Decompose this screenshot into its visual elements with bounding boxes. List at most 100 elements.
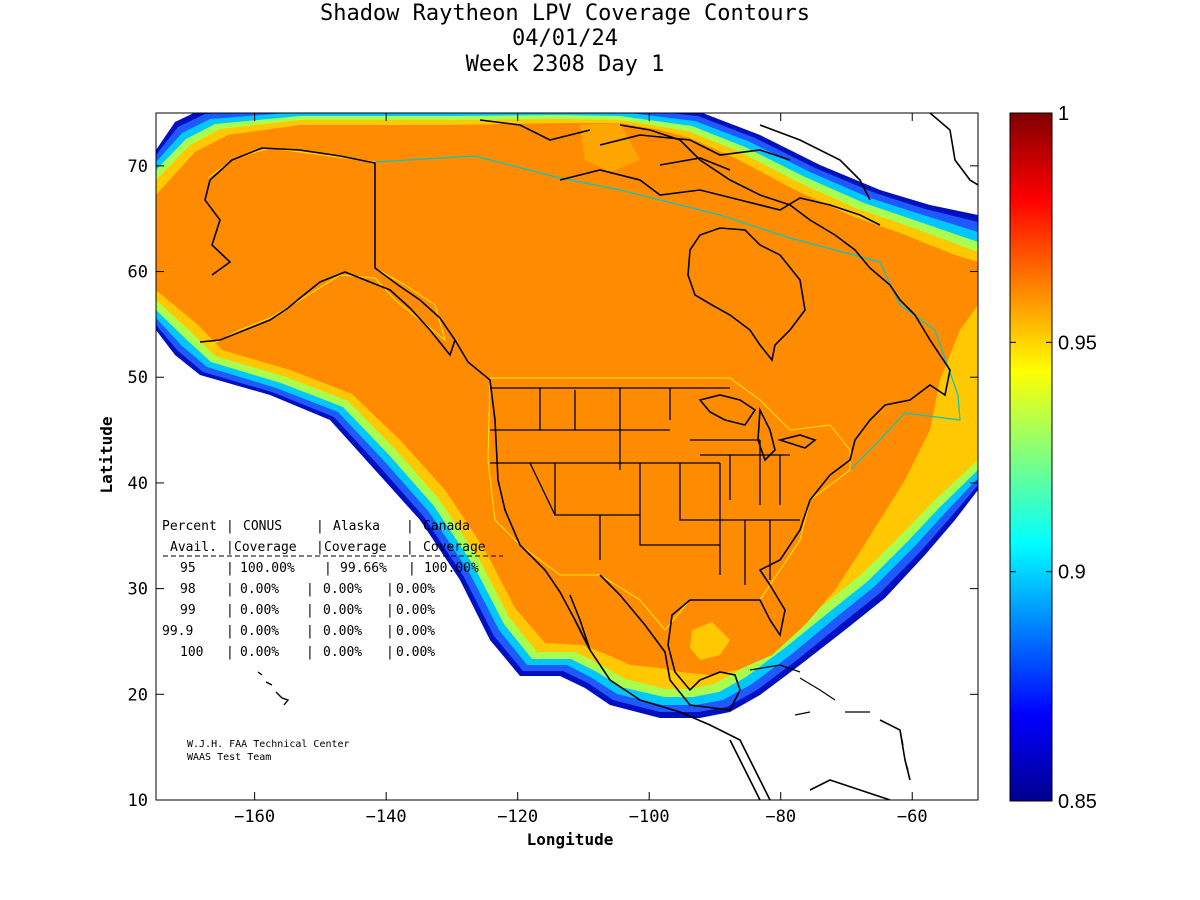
coverage-table: Percent | CONUS | Alaska | Canada Avail.… bbox=[162, 519, 503, 660]
contour-0.955-mexico bbox=[690, 622, 730, 660]
title-line-3: Week 2308 Day 1 bbox=[465, 52, 665, 77]
table-sep: | bbox=[386, 624, 394, 639]
credit-line-1: W.J.H. FAA Technical Center bbox=[187, 739, 350, 750]
table-sep: | bbox=[226, 561, 234, 576]
colorbar-tick-label: 0.95 bbox=[1058, 332, 1097, 354]
y-axis-label: Latitude bbox=[97, 416, 116, 493]
canada-border-line bbox=[374, 155, 961, 471]
y-tick-label: 70 bbox=[128, 157, 148, 177]
table-cell-percent: 98 bbox=[180, 582, 196, 597]
hawaii-islands bbox=[257, 671, 290, 706]
mexico-central-america bbox=[574, 619, 911, 800]
arctic-islands bbox=[479, 119, 881, 226]
y-tick-label: 10 bbox=[128, 791, 148, 811]
x-tick-label: −80 bbox=[765, 807, 796, 827]
y-tick-label: 20 bbox=[128, 685, 148, 705]
table-sep: | bbox=[316, 519, 324, 534]
table-header-alaska: Alaska bbox=[333, 519, 380, 534]
table-cell-alaska: 0.00% bbox=[323, 603, 362, 618]
table-cell-alaska: 0.00% bbox=[323, 582, 362, 597]
x-tick-label: −140 bbox=[366, 807, 407, 827]
table-cell-canada: 0.00% bbox=[396, 645, 435, 660]
plot-frame bbox=[155, 112, 979, 801]
x-tick-label: −100 bbox=[629, 807, 670, 827]
table-cell-canada: 0.00% bbox=[396, 603, 435, 618]
table-sep: | bbox=[226, 624, 234, 639]
table-header-coverage-conus: Coverage bbox=[234, 540, 297, 555]
conus-outline bbox=[487, 377, 851, 631]
alaska-outline bbox=[207, 147, 446, 346]
table-header-conus: CONUS bbox=[243, 519, 282, 534]
table-cell-percent: 100 bbox=[180, 645, 203, 660]
table-cell-alaska: 0.00% bbox=[323, 645, 362, 660]
table-sep: | bbox=[226, 519, 234, 534]
table-sep: | bbox=[386, 645, 394, 660]
table-cell-percent: 99.9 bbox=[162, 624, 193, 639]
table-sep: | bbox=[226, 645, 234, 660]
table-cell-conus: 0.00% bbox=[240, 603, 279, 618]
table-rows: 95 | 100.00% | 99.66% | 100.00%98 | 0.00% | 0.00% |… bbox=[162, 561, 479, 660]
y-tick-label: 60 bbox=[128, 263, 148, 283]
table-sep: | bbox=[316, 540, 324, 555]
table-cell-alaska: 0.00% bbox=[323, 624, 362, 639]
contour-0.96 bbox=[156, 123, 978, 675]
table-row: 99.9 | 0.00% | 0.00% | 0.00% bbox=[162, 624, 435, 639]
table-cell-canada: 0.00% bbox=[396, 582, 435, 597]
table-row: 100 | 0.00% | 0.00% | 0.00% bbox=[180, 645, 435, 660]
table-header-avail: Avail. bbox=[170, 540, 217, 555]
table-sep: | bbox=[306, 624, 314, 639]
x-axis-label: Longitude bbox=[527, 830, 614, 849]
table-cell-conus: 0.00% bbox=[240, 624, 279, 639]
table-header-canada: Canada bbox=[423, 519, 470, 534]
table-sep: | bbox=[306, 645, 314, 660]
table-sep: | bbox=[406, 540, 414, 555]
table-cell-conus: 100.00% bbox=[240, 561, 295, 576]
y-tick-label: 40 bbox=[128, 474, 148, 494]
table-cell-percent: 95 bbox=[180, 561, 196, 576]
table-sep: | bbox=[226, 540, 234, 555]
table-row: 98 | 0.00% | 0.00% | 0.00% bbox=[180, 582, 435, 597]
x-tick-label: −120 bbox=[497, 807, 538, 827]
colorbar-ticks: 1 0.95 0.9 0.85 bbox=[1010, 103, 1097, 813]
us-state-lines bbox=[490, 387, 800, 585]
table-cell-percent: 99 bbox=[180, 603, 196, 618]
contour-0.955-pocket bbox=[580, 123, 640, 172]
table-header-coverage-alaska: Coverage bbox=[324, 540, 387, 555]
table-cell-canada: 100.00% bbox=[424, 561, 479, 576]
table-cell-conus: 0.00% bbox=[240, 582, 279, 597]
table-header-coverage-canada: Coverage bbox=[423, 540, 486, 555]
table-row: 95 | 100.00% | 99.66% | 100.00% bbox=[180, 561, 479, 576]
hudson-bay bbox=[687, 227, 806, 362]
caribbean-islands bbox=[749, 664, 909, 771]
title-line-2: 04/01/24 bbox=[512, 26, 618, 51]
colorbar-tick-label: 0.85 bbox=[1058, 791, 1097, 813]
table-sep: | bbox=[408, 561, 416, 576]
table-sep: | bbox=[226, 582, 234, 597]
coverage-contours bbox=[156, 113, 978, 718]
table-row: 99 | 0.00% | 0.00% | 0.00% bbox=[180, 603, 435, 618]
colorbar-tick-label: 1 bbox=[1058, 103, 1069, 125]
table-header-percent: Percent bbox=[162, 519, 217, 534]
x-tick-label: −60 bbox=[897, 807, 928, 827]
greenland bbox=[929, 113, 978, 186]
credit-line-2: WAAS Test Team bbox=[187, 752, 271, 763]
table-cell-canada: 0.00% bbox=[396, 624, 435, 639]
table-sep: | bbox=[306, 582, 314, 597]
y-tick-label: 50 bbox=[128, 368, 148, 388]
colorbar-tick-label: 0.9 bbox=[1058, 562, 1086, 584]
colorbar bbox=[1009, 112, 1053, 802]
region-outlines bbox=[207, 147, 961, 631]
table-sep: | bbox=[306, 603, 314, 618]
table-cell-alaska: 99.66% bbox=[340, 561, 387, 576]
table-sep: | bbox=[406, 519, 414, 534]
table-sep: | bbox=[324, 561, 332, 576]
x-tick-label: −160 bbox=[234, 807, 275, 827]
table-sep: | bbox=[386, 582, 394, 597]
title-line-1: Shadow Raytheon LPV Coverage Contours bbox=[319, 1, 811, 26]
y-tick-label: 30 bbox=[128, 580, 148, 600]
table-sep: | bbox=[226, 603, 234, 618]
table-cell-conus: 0.00% bbox=[240, 645, 279, 660]
table-sep: | bbox=[386, 603, 394, 618]
coastlines bbox=[199, 113, 978, 800]
